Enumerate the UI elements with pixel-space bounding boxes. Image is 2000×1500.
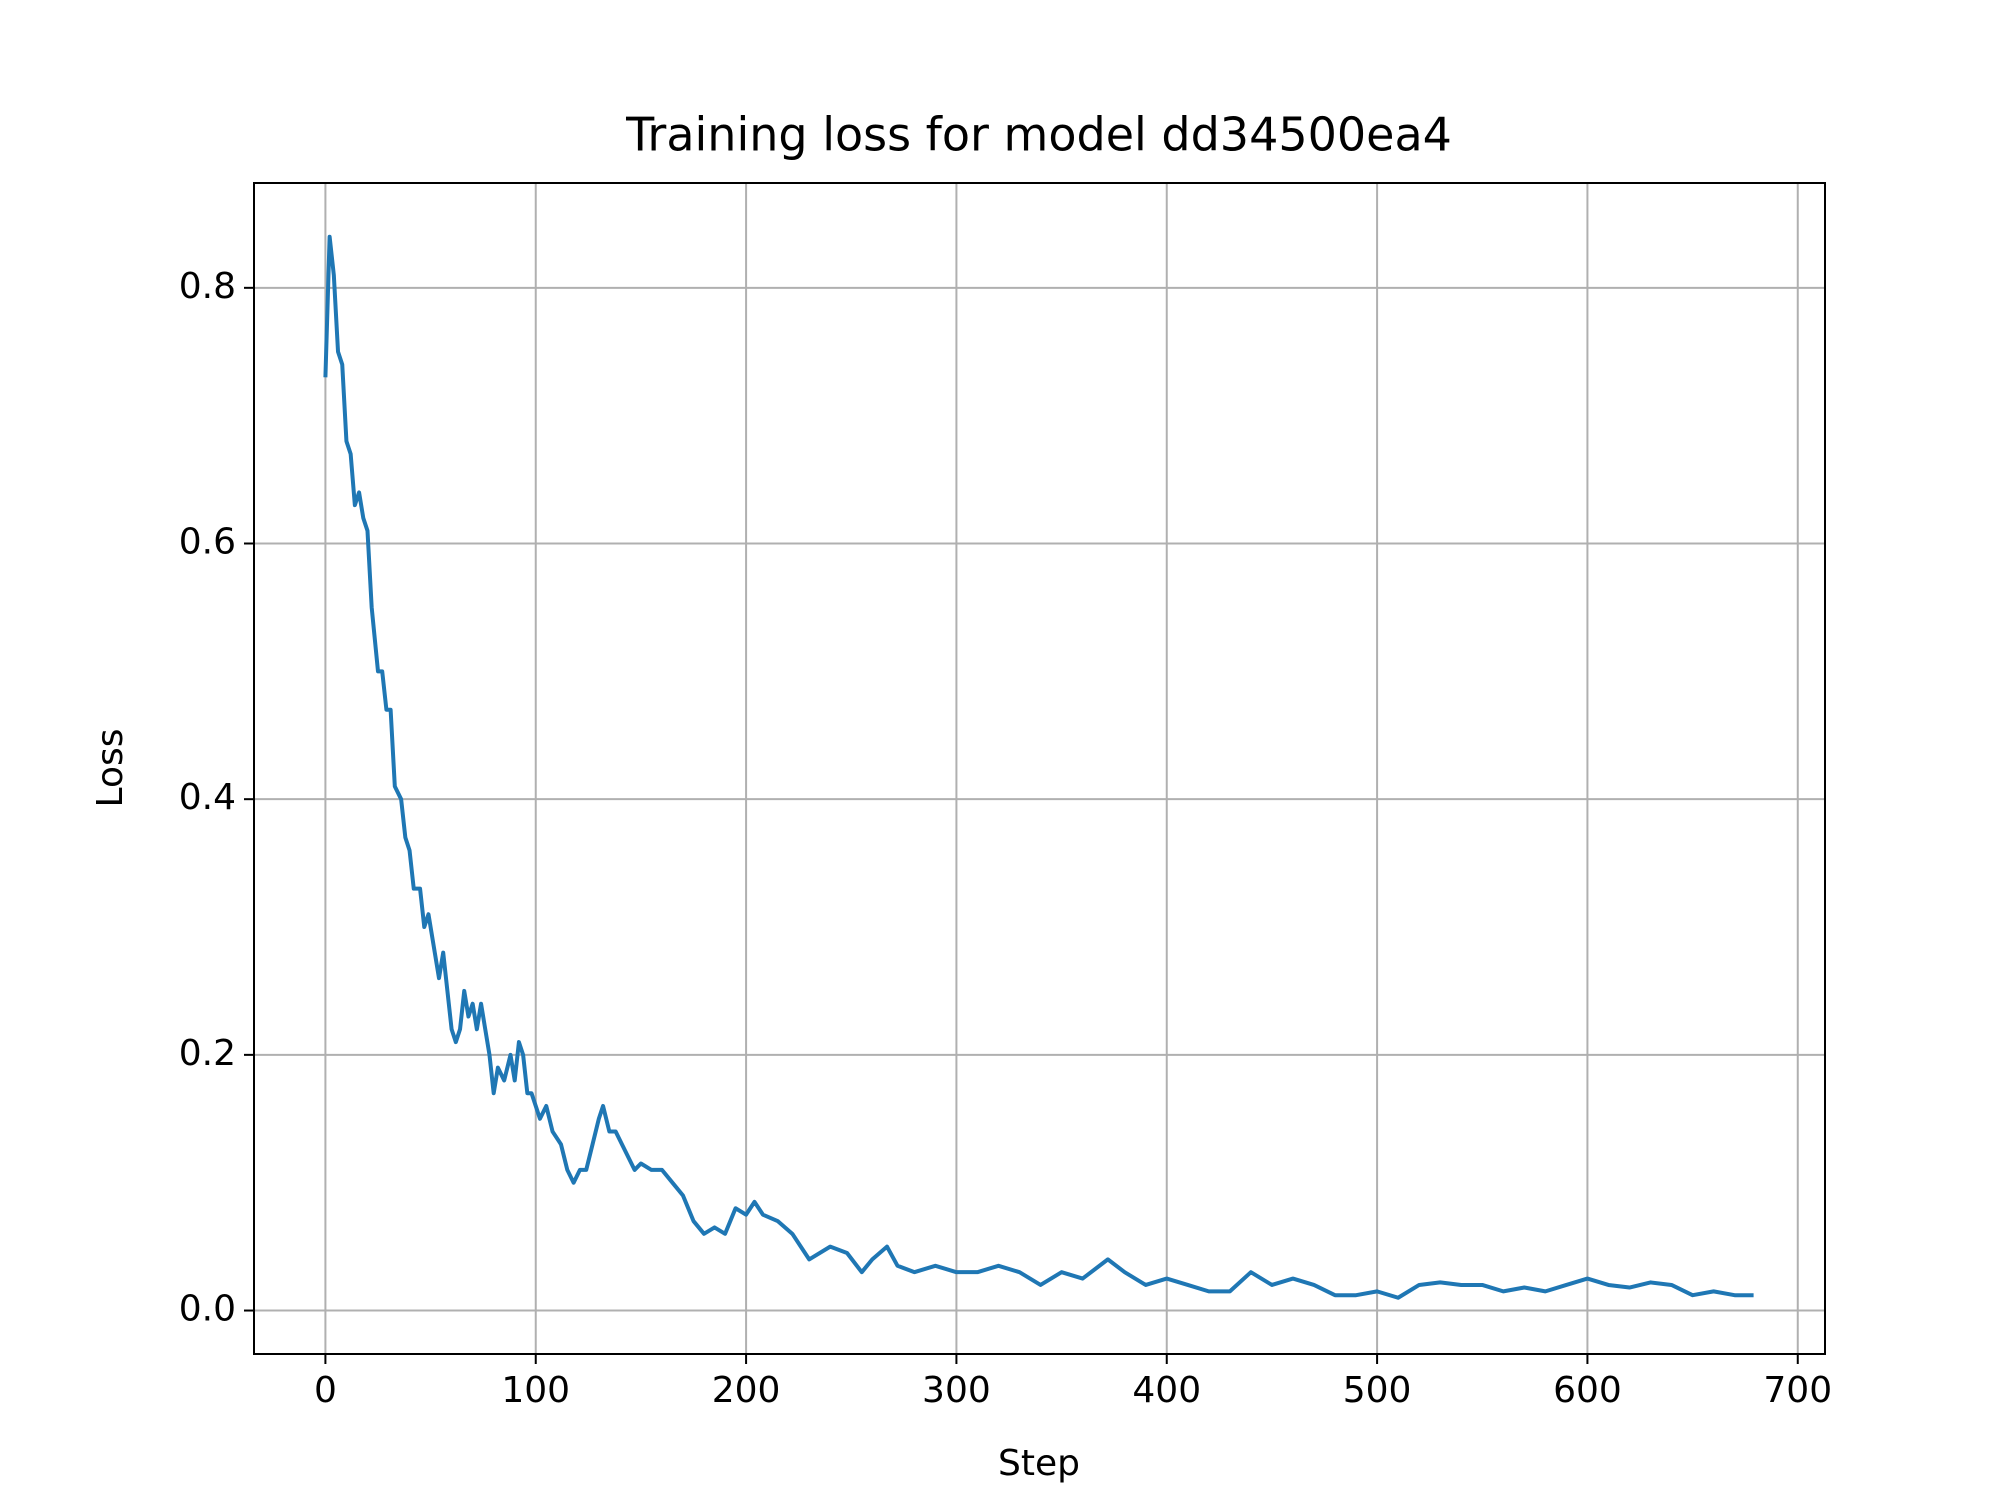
x-tick-label: 0	[314, 1370, 337, 1411]
y-tick-label: 0.2	[179, 1033, 236, 1074]
y-tick-label: 0.0	[179, 1289, 236, 1330]
x-axis-label: Step	[998, 1443, 1080, 1484]
x-tick-label: 600	[1553, 1370, 1622, 1411]
x-tick-label: 300	[922, 1370, 991, 1411]
plot-frame	[253, 182, 1826, 1355]
x-tick-label: 700	[1763, 1370, 1832, 1411]
x-tick-label: 400	[1132, 1370, 1201, 1411]
y-tick-label: 0.6	[179, 522, 236, 563]
chart-title: Training loss for model dd34500ea4	[625, 108, 1452, 162]
x-tick-label: 100	[501, 1370, 570, 1411]
y-tick-label: 0.4	[179, 777, 236, 818]
y-axis-label: Loss	[90, 729, 131, 808]
y-tick-label: 0.8	[179, 266, 236, 307]
x-tick-label: 500	[1343, 1370, 1412, 1411]
loss-line	[323, 234, 1754, 1300]
x-tick-label: 200	[712, 1370, 781, 1411]
